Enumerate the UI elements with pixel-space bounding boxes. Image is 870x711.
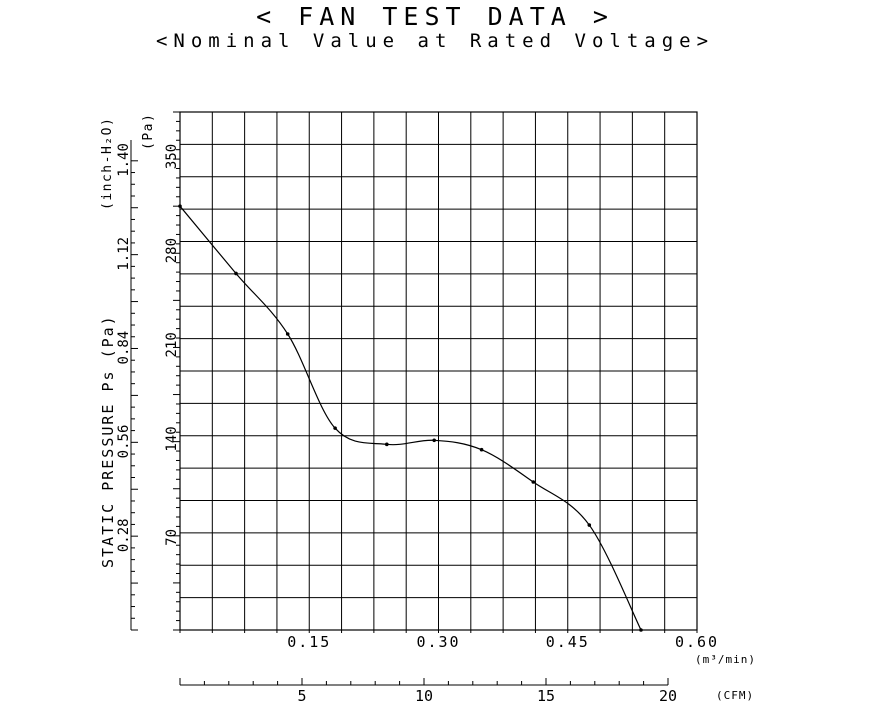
- x-axis-unit: (m³/min): [695, 653, 756, 666]
- data-point: [385, 442, 389, 447]
- chart-grid: [179, 111, 698, 631]
- series-line: [179, 205, 642, 631]
- x-tick-label: 0.30: [416, 633, 460, 651]
- y-inch-tick-label: 1.40: [116, 143, 132, 177]
- data-point: [479, 447, 484, 452]
- x-axis: 0.15 0.30 0.45 0.60: [179, 630, 719, 651]
- data-point: [432, 438, 436, 443]
- y-pa-tick-label: 210: [164, 332, 180, 357]
- y-axis-label: STATIC PRESSURE Ps (Pa): [99, 314, 117, 568]
- x2-tick-label: 5: [297, 687, 306, 705]
- data-point: [333, 426, 337, 430]
- data-point: [639, 628, 643, 632]
- x2-tick-label: 15: [537, 687, 555, 705]
- series-group: [178, 204, 643, 632]
- y-pa-tick-label: 70: [164, 529, 180, 546]
- y-unit-inch: (inch-H₂O): [100, 117, 115, 210]
- data-point: [285, 332, 290, 336]
- x-tick-label: 0.15: [287, 633, 331, 651]
- x-tick-label: 0.45: [546, 633, 590, 651]
- y-pa-tick-label: 350: [164, 144, 180, 169]
- y-inch-tick-label: 0.84: [116, 331, 132, 365]
- x2-tick-label: 20: [659, 687, 677, 705]
- y-inch-tick-label: 0.56: [116, 425, 132, 459]
- chart-subtitle: <Nominal Value at Rated Voltage>: [155, 30, 715, 52]
- x-axis-cfm: 5 10 15 20: [179, 678, 677, 705]
- y-inch-tick-label: 0.28: [116, 518, 132, 552]
- data-point: [587, 523, 592, 527]
- x2-tick-label: 10: [415, 687, 433, 705]
- y-unit-pa: (Pa): [141, 113, 156, 150]
- y-pa-tick-label: 280: [164, 238, 180, 263]
- x2-axis-unit: (CFM): [716, 689, 754, 702]
- y-pa-tick-label: 140: [164, 426, 180, 451]
- chart-title: < FAN TEST DATA >: [256, 2, 614, 31]
- y-axis-pa: 70 140 210 280 350: [164, 111, 180, 631]
- data-point: [178, 204, 182, 208]
- data-point: [531, 480, 536, 484]
- y-axis-inch: 0.28 0.56 0.84 1.12 1.40: [116, 140, 138, 631]
- x-tick-label: 0.60: [675, 633, 719, 651]
- y-inch-tick-label: 1.12: [116, 237, 132, 271]
- data-point: [234, 271, 238, 276]
